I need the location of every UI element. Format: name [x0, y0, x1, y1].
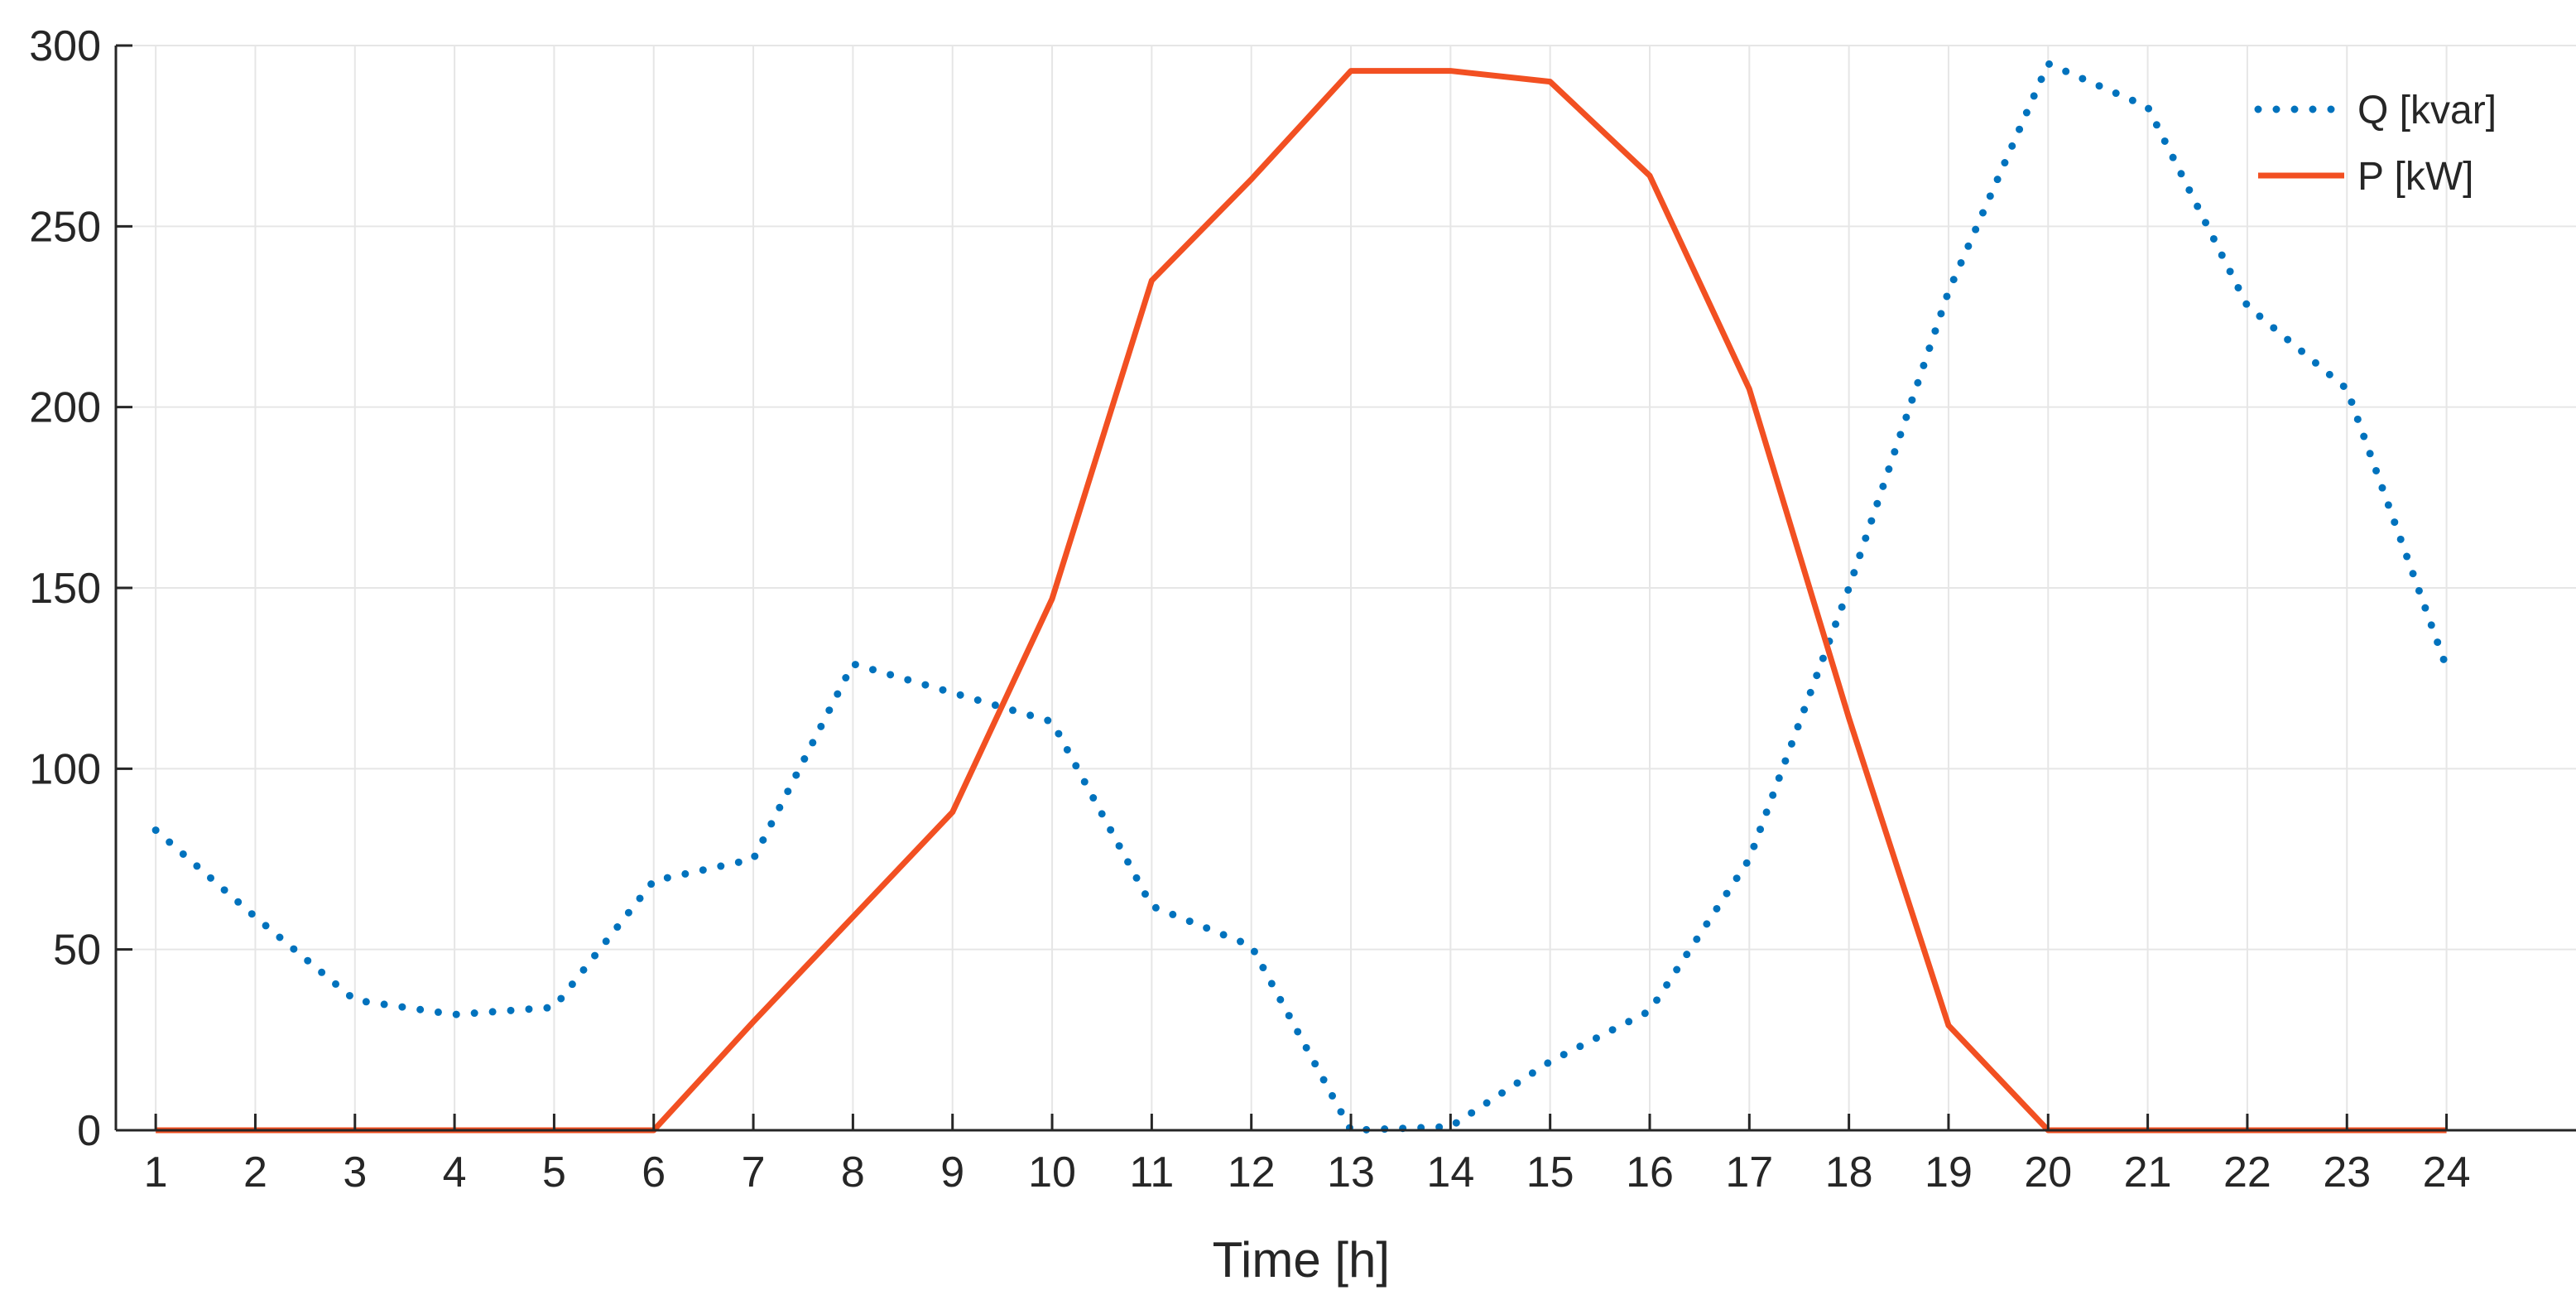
y-tick-label: 50	[53, 927, 101, 975]
y-tick-label: 150	[29, 565, 101, 613]
x-tick-label: 24	[2423, 1148, 2471, 1196]
x-tick-label: 2	[243, 1148, 267, 1196]
x-tick-label: 11	[1129, 1148, 1174, 1196]
x-tick-label: 3	[343, 1148, 367, 1196]
series-layer	[151, 60, 2451, 1134]
x-tick-label: 10	[1028, 1148, 1076, 1196]
y-tick-label: 100	[29, 745, 101, 793]
x-tick-label: 12	[1228, 1148, 1276, 1196]
x-tick-label: 4	[443, 1148, 467, 1196]
series-line-p	[156, 68, 2447, 1134]
legend: Q [kvar] P [kW]	[2254, 89, 2497, 199]
legend-label: Q [kvar]	[2357, 89, 2497, 132]
legend-label: P [kW]	[2357, 155, 2473, 199]
grid	[116, 45, 2576, 1131]
x-tick-label: 13	[1327, 1148, 1375, 1196]
x-tick-label: 6	[642, 1148, 666, 1196]
x-tick-label: 7	[742, 1148, 766, 1196]
x-tick-label: 15	[1526, 1148, 1574, 1196]
y-tick-label: 200	[29, 384, 101, 432]
x-tick-label: 1	[144, 1148, 168, 1196]
x-tick-label: 20	[2024, 1148, 2072, 1196]
x-tick-label: 23	[2323, 1148, 2371, 1196]
x-tick-label: 22	[2223, 1148, 2271, 1196]
x-tick-label: 14	[1426, 1148, 1474, 1196]
x-tick-label: 17	[1725, 1148, 1773, 1196]
x-axis-label: Time [h]	[1213, 1232, 1390, 1288]
series-line-q	[151, 60, 2451, 1134]
x-tick-label: 18	[1825, 1148, 1873, 1196]
y-tick-label: 250	[29, 203, 101, 251]
y-tick-label: 0	[77, 1107, 101, 1155]
x-tick-label: 9	[940, 1148, 964, 1196]
x-tick-label: 19	[1925, 1148, 1973, 1196]
y-tick-label: 300	[29, 22, 101, 70]
x-tick-label: 16	[1626, 1148, 1674, 1196]
x-tick-label: 5	[542, 1148, 566, 1196]
x-tick-label: 21	[2124, 1148, 2172, 1196]
x-tick-label: 8	[841, 1148, 865, 1196]
x-axis-ticks: 1 2 3 4 5 6 7 8 9 10 11 12 13 14 15 16 17 18 19 20 21 22 23 24	[144, 1114, 2471, 1196]
y-axis-ticks: 0 50 100 150 200 250 300	[29, 22, 132, 1155]
